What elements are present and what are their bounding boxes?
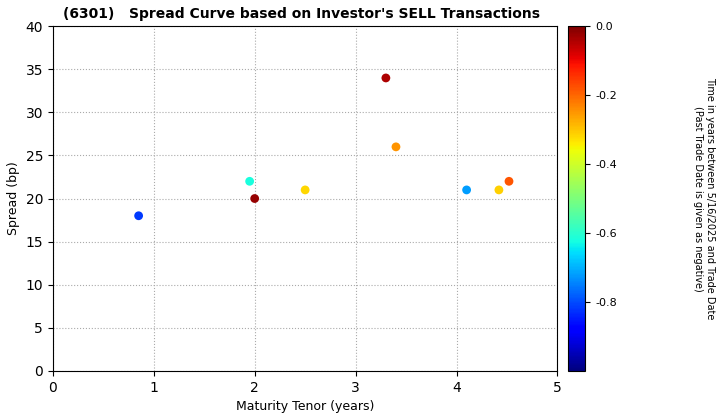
Point xyxy=(244,178,256,185)
Point xyxy=(461,186,472,193)
Point xyxy=(503,178,515,185)
Text: (6301)   Spread Curve based on Investor's SELL Transactions: (6301) Spread Curve based on Investor's … xyxy=(63,7,540,21)
Point xyxy=(133,213,145,219)
Point xyxy=(493,186,505,193)
Y-axis label: Spread (bp): Spread (bp) xyxy=(7,162,20,235)
Point xyxy=(300,186,311,193)
Point xyxy=(390,144,402,150)
Y-axis label: Time in years between 5/16/2025 and Trade Date
(Past Trade Date is given as nega: Time in years between 5/16/2025 and Trad… xyxy=(693,77,715,320)
Point xyxy=(249,195,261,202)
X-axis label: Maturity Tenor (years): Maturity Tenor (years) xyxy=(236,400,374,413)
Point xyxy=(380,75,392,81)
